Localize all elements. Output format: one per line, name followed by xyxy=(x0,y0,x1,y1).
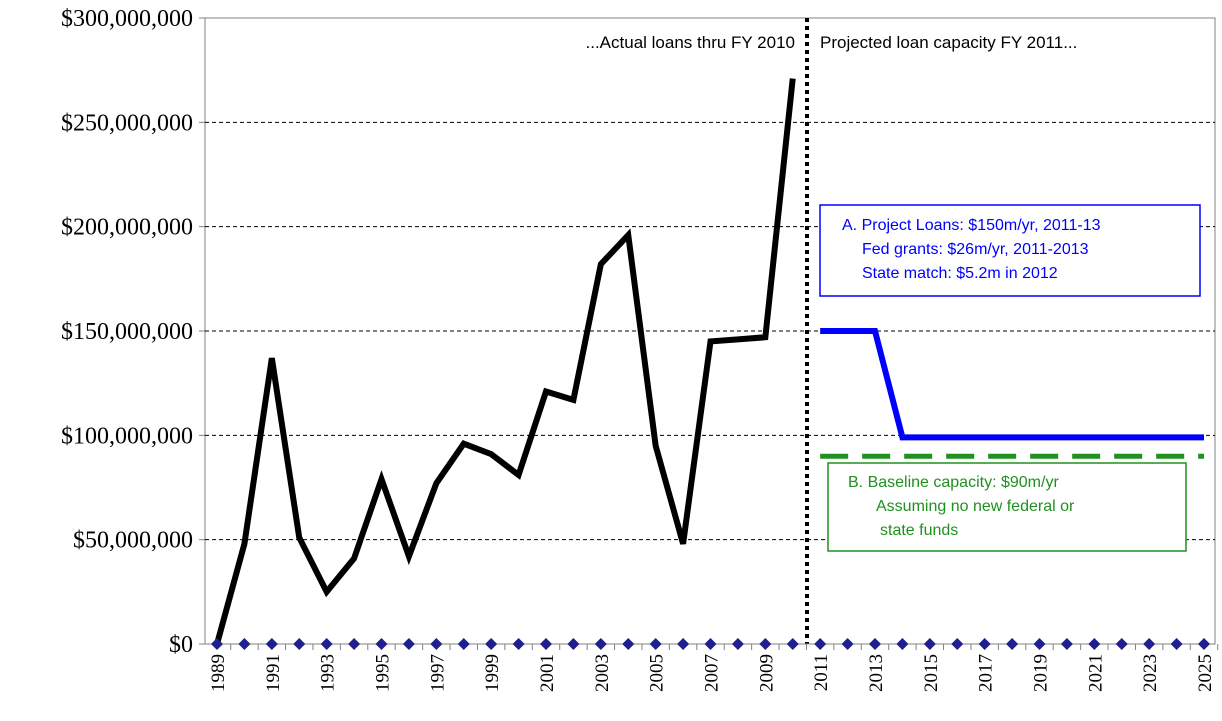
marker xyxy=(457,638,470,650)
x-tick-label: 2017 xyxy=(976,654,997,692)
marker xyxy=(841,638,854,650)
x-tick-label: 1991 xyxy=(263,654,284,692)
marker xyxy=(540,638,552,650)
y-tick-label: $0 xyxy=(169,632,193,658)
marker xyxy=(1115,638,1128,650)
annotation-line: State match: $5.2m in 2012 xyxy=(862,265,1058,282)
x-tick-label: 2013 xyxy=(866,654,887,692)
x-tick-label: 2015 xyxy=(921,654,942,692)
annotation-line: Assuming no new federal or xyxy=(876,498,1075,515)
annotation-box xyxy=(819,204,1201,297)
x-tick-label: 2003 xyxy=(592,654,613,692)
y-tick-label: $200,000,000 xyxy=(61,215,193,241)
marker xyxy=(594,638,607,650)
x-tick-label: 1999 xyxy=(482,654,503,692)
x-tick-label: 2023 xyxy=(1140,654,1161,692)
marker xyxy=(1060,638,1073,650)
marker xyxy=(348,638,361,650)
marker xyxy=(731,638,744,650)
annotation: ...Actual loans thru FY 2010 xyxy=(586,33,795,52)
annotation-line: Fed grants: $26m/yr, 2011-2013 xyxy=(862,241,1089,258)
marker xyxy=(512,638,525,650)
marker xyxy=(869,638,881,650)
x-tick-label: 2005 xyxy=(647,654,668,692)
marker xyxy=(978,638,991,650)
annotation-line: state funds xyxy=(880,522,958,539)
marker xyxy=(814,638,827,650)
x-tick-label: 2001 xyxy=(537,654,558,692)
x-tick-label: 2021 xyxy=(1085,654,1106,692)
marker xyxy=(567,638,580,650)
marker xyxy=(677,638,690,650)
series-line xyxy=(214,78,796,645)
marker xyxy=(923,638,936,650)
y-tick-label: $250,000,000 xyxy=(61,110,193,136)
marker xyxy=(375,638,388,650)
marker xyxy=(293,638,306,650)
y-tick-label: $100,000,000 xyxy=(61,423,193,449)
marker xyxy=(622,638,635,650)
marker xyxy=(759,638,772,650)
series-line xyxy=(820,328,1204,441)
marker xyxy=(320,638,333,650)
marker xyxy=(649,638,662,650)
y-tick-label: $50,000,000 xyxy=(73,528,193,554)
marker xyxy=(430,638,443,650)
x-tick-label: 2019 xyxy=(1031,654,1052,692)
marker xyxy=(951,638,964,650)
marker xyxy=(786,638,799,650)
marker xyxy=(485,638,498,650)
marker xyxy=(211,638,223,650)
marker xyxy=(1143,638,1156,650)
x-tick-label: 1997 xyxy=(427,654,448,692)
annotation: Projected loan capacity FY 2011... xyxy=(820,33,1077,52)
x-tick-label: 1989 xyxy=(208,654,229,692)
marker xyxy=(1170,638,1183,650)
x-tick-label: 2025 xyxy=(1195,654,1216,692)
x-tick-label: 2009 xyxy=(756,654,777,692)
annotation-box xyxy=(827,462,1187,552)
marker xyxy=(704,638,717,650)
marker xyxy=(1033,638,1046,650)
marker xyxy=(1198,638,1210,650)
x-tick-label: 2007 xyxy=(702,654,723,692)
x-tick-label: 1995 xyxy=(373,654,394,692)
marker xyxy=(402,638,415,650)
x-tick-label: 2011 xyxy=(811,654,832,691)
annotation-line: B. Baseline capacity: $90m/yr xyxy=(848,474,1059,491)
marker xyxy=(1006,638,1019,650)
marker xyxy=(238,638,251,650)
marker xyxy=(1088,638,1101,650)
marker xyxy=(265,638,278,650)
y-tick-label: $300,000,000 xyxy=(61,6,193,32)
x-tick-label: 1993 xyxy=(318,654,339,692)
y-tick-label: $150,000,000 xyxy=(61,319,193,345)
annotation-line: A. Project Loans: $150m/yr, 2011-13 xyxy=(842,217,1101,234)
marker xyxy=(896,638,909,650)
